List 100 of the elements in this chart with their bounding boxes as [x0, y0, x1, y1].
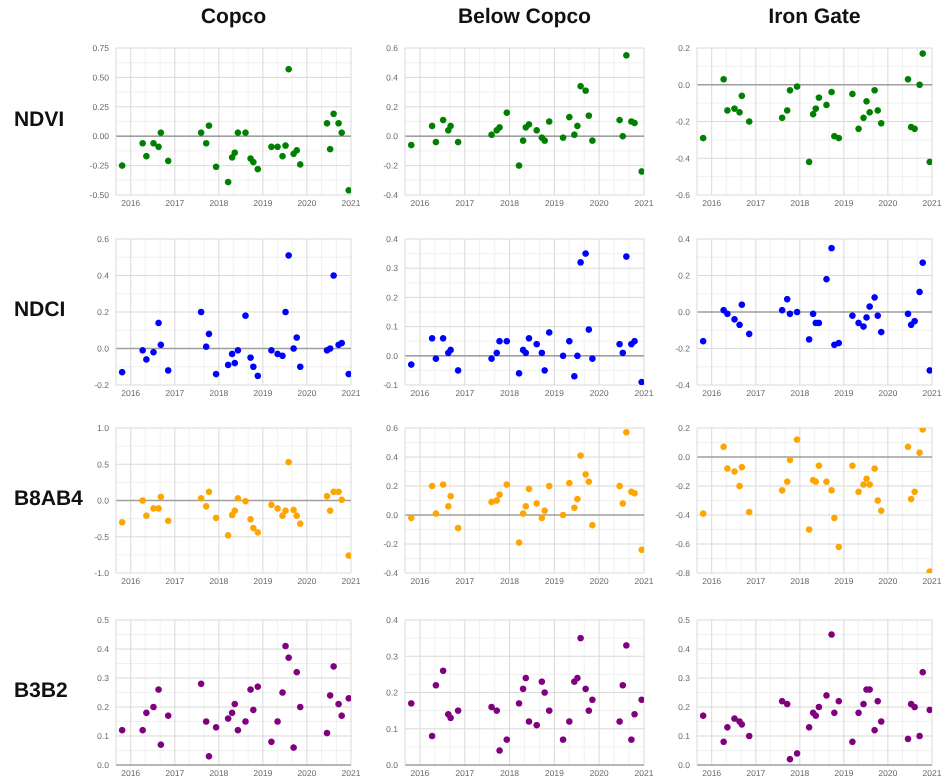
y-tick-label: 0.4 [386, 615, 398, 626]
y-tick-label: -0.4 [675, 380, 690, 390]
point [823, 692, 830, 699]
point [786, 756, 794, 762]
x-tick-label: 2018 [209, 768, 229, 778]
y-tick-label: -0.2 [675, 344, 690, 354]
point [546, 707, 553, 714]
point [533, 722, 540, 728]
x-tick-label: 2021 [634, 768, 654, 778]
point [488, 704, 495, 710]
point [155, 686, 162, 693]
y-tick-label: 0.3 [97, 673, 110, 684]
point [863, 475, 870, 482]
point [904, 736, 912, 742]
point [560, 512, 566, 518]
x-tick-label: 2018 [790, 388, 810, 398]
point [158, 129, 164, 136]
point [831, 710, 838, 716]
point [247, 516, 254, 523]
point [835, 340, 842, 346]
point [566, 480, 573, 486]
x-tick-label: 2016 [121, 768, 140, 778]
point [326, 146, 334, 152]
point [816, 462, 822, 469]
point [493, 497, 500, 504]
point [926, 706, 932, 714]
point [496, 338, 503, 344]
x-tick-label: 2021 [342, 198, 361, 208]
x-tick-label: 2020 [590, 388, 609, 398]
x-tick-label: 2020 [297, 576, 317, 586]
point [538, 350, 546, 356]
x-tick-label: 2018 [790, 198, 810, 208]
point [150, 140, 157, 147]
point [335, 488, 342, 496]
point [155, 143, 162, 150]
point [823, 102, 830, 108]
point [520, 510, 526, 517]
point [118, 726, 126, 734]
y-tick-label: 0.0 [678, 80, 690, 90]
x-tick-label: 2018 [790, 576, 810, 586]
point [493, 350, 500, 356]
point [784, 296, 790, 303]
x-tick-label: 2021 [634, 576, 654, 586]
point [164, 367, 172, 374]
point [234, 347, 242, 354]
point [911, 488, 918, 496]
point [863, 314, 870, 321]
point [440, 334, 446, 342]
x-tick-label: 2017 [165, 198, 185, 208]
y-tick-label: 0.2 [97, 702, 110, 712]
point [279, 512, 286, 520]
x-tick-label: 2020 [590, 198, 609, 208]
y-tick-label: 0.5 [97, 615, 110, 626]
x-tick-label: 2021 [634, 198, 654, 208]
point [206, 753, 212, 760]
point [335, 700, 342, 708]
point [724, 724, 731, 731]
y-tick-label: 0.0 [386, 350, 398, 361]
x-tick-label: 2016 [702, 388, 722, 398]
point [228, 710, 236, 716]
point [538, 678, 546, 685]
y-tick-label: 0.1 [678, 731, 690, 742]
point [720, 738, 727, 746]
point [586, 707, 592, 714]
point [835, 698, 842, 704]
point [577, 82, 584, 90]
point [926, 568, 932, 573]
point [541, 137, 548, 144]
chart-title: Copco [200, 4, 268, 30]
point [274, 505, 281, 512]
point [522, 503, 530, 510]
point [118, 368, 126, 376]
point [324, 120, 330, 127]
y-tick-label: -0.6 [675, 539, 690, 550]
x-tick-label: 2019 [834, 768, 854, 778]
point [623, 642, 630, 649]
point [206, 488, 212, 496]
point [293, 334, 300, 341]
point [778, 698, 786, 704]
y-tick-label: 0.0 [97, 496, 110, 506]
point [444, 503, 452, 510]
x-tick-label: 2018 [500, 388, 520, 398]
point [496, 747, 503, 754]
point [139, 347, 146, 354]
point [724, 465, 731, 472]
point [503, 338, 510, 344]
point [908, 496, 914, 502]
point [522, 674, 530, 682]
point [231, 149, 238, 156]
x-tick-label: 2017 [455, 388, 475, 398]
point [293, 668, 300, 676]
point [794, 436, 800, 443]
point [574, 122, 581, 130]
point [619, 682, 626, 689]
point [279, 689, 286, 696]
point [589, 522, 596, 528]
point [274, 718, 281, 725]
point [234, 129, 242, 136]
point [812, 105, 820, 112]
point [812, 712, 820, 719]
